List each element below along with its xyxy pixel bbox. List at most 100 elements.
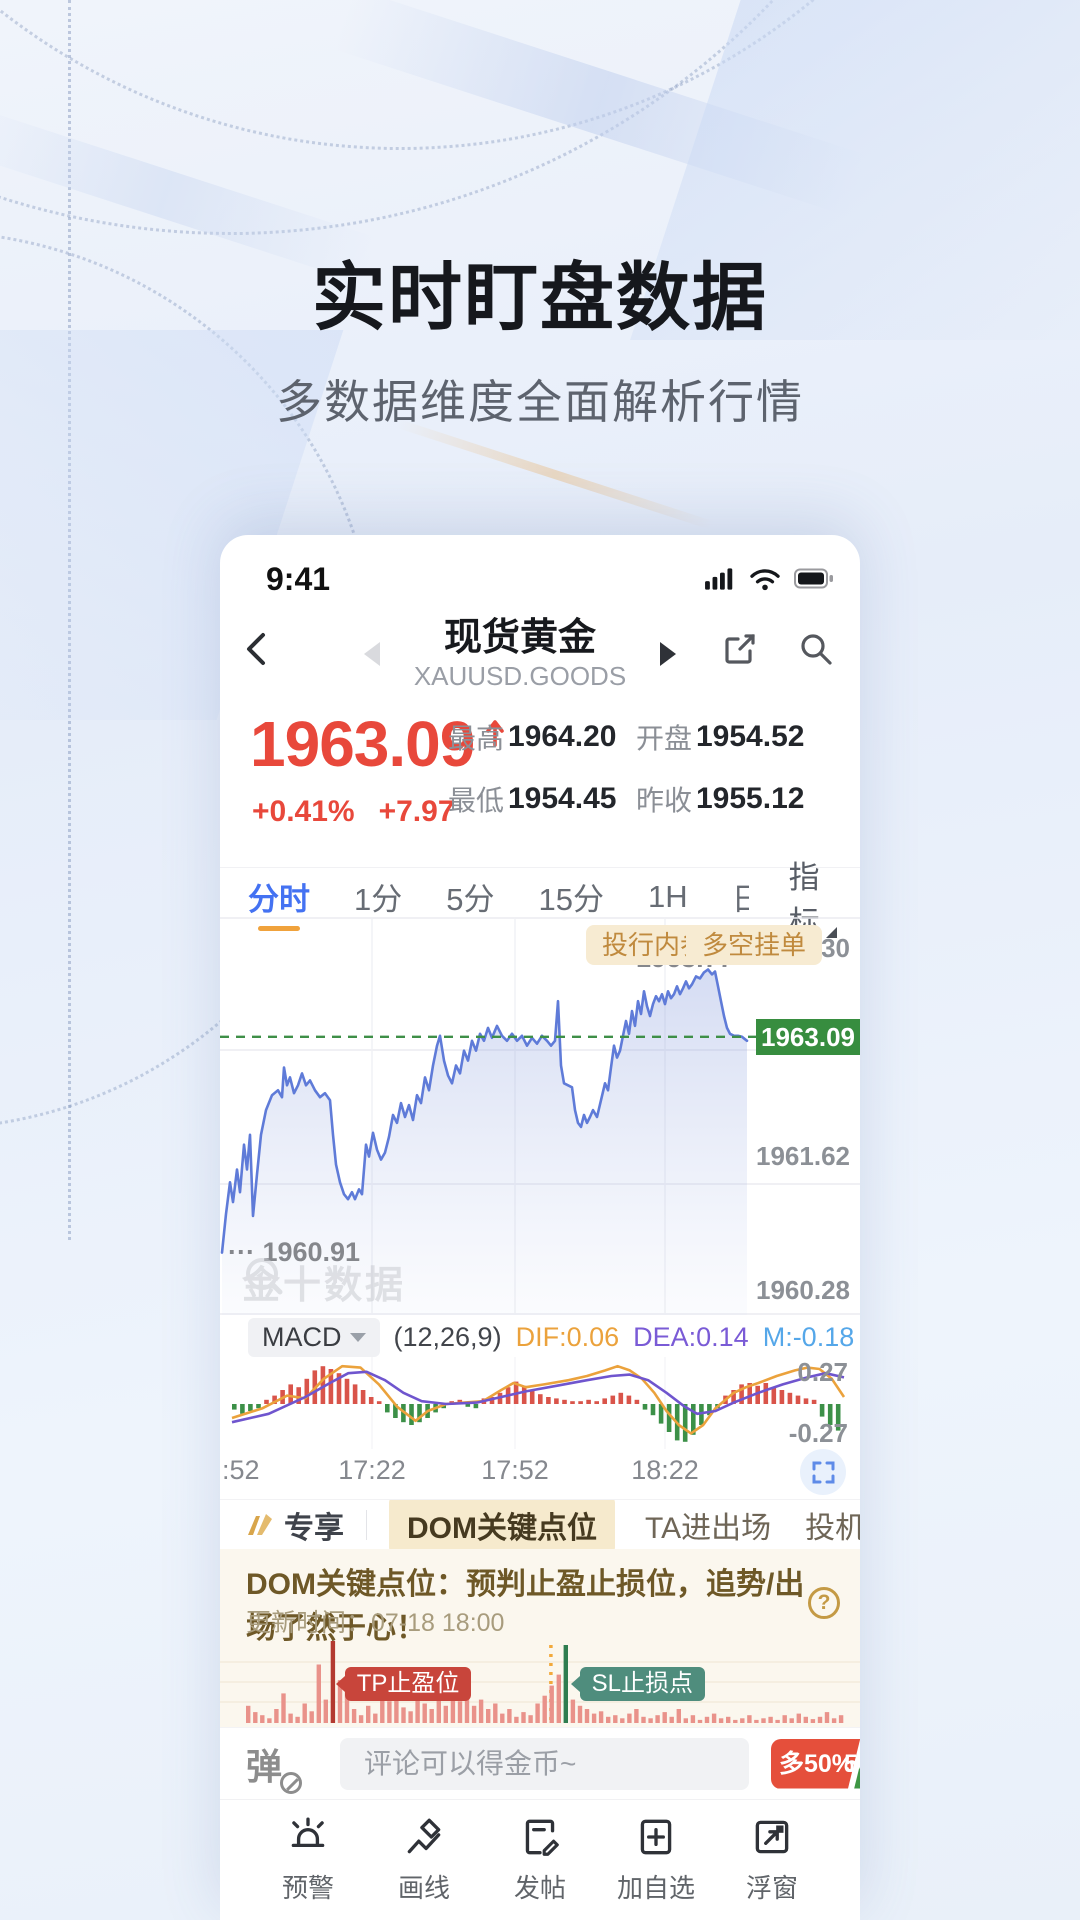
status-time: 9:41 [266, 560, 331, 597]
fullscreen-button[interactable] [800, 1449, 846, 1495]
subtab-divider [366, 1509, 367, 1540]
status-bar: 9:41 [220, 559, 860, 599]
stat-label: 最低 [448, 785, 505, 816]
help-icon[interactable]: ? [808, 1587, 840, 1619]
toolbar-float-window-label: 浮窗 [745, 1873, 798, 1903]
tp-badge: TP止盈位 [344, 1667, 472, 1701]
feature-tab-投机情绪[interactable]: 投机情绪 [805, 1511, 860, 1545]
deco-dotted-circle [0, 0, 1050, 150]
comment-bar: 弹 多50% 50%空 [220, 1727, 860, 1799]
tab-vip[interactable]: 专享 [244, 1503, 344, 1547]
stat-label: 昨收 [636, 785, 693, 816]
bottom-toolbar: 预警 画线 发帖 [220, 1799, 860, 1920]
instrument-symbol: XAUUSD.GOODS [413, 661, 627, 691]
toolbar-alert[interactable]: 预警 [260, 1814, 356, 1920]
macd-m-value: M:-0.18 [762, 1321, 855, 1352]
deco-dotted-line [68, 0, 71, 1240]
comment-input[interactable] [340, 1737, 749, 1790]
time-label: 17:52 [481, 1455, 549, 1485]
fullscreen-icon [812, 1461, 834, 1483]
stat-value: 1954.52 [696, 720, 805, 753]
current-price-badge: 1963.09 [756, 1018, 860, 1055]
period-tab-label: 5分 [446, 882, 495, 917]
share-icon[interactable] [720, 629, 760, 669]
toolbar-post-label: 发帖 [513, 1873, 566, 1903]
period-tab-label: 日 [731, 882, 749, 917]
danmu-toggle-icon[interactable]: 弹 [246, 1738, 302, 1794]
time-label: :52 [222, 1455, 260, 1485]
jin10-logo-icon [246, 1258, 283, 1295]
stat-value: 1954.45 [508, 782, 617, 815]
chart-badge-多空挂单[interactable]: 多空挂单 [686, 925, 823, 965]
watermark: 金十数据 [242, 1254, 406, 1309]
toolbar-post[interactable]: 发帖 [492, 1814, 588, 1920]
macd-header: MACD (12,26,9) DIF:0.06 DEA:0.14 M:-0.18 [220, 1317, 860, 1357]
hero-title: 实时盯盘数据 [312, 255, 768, 341]
sentiment-vote[interactable]: 多50% 50%空 [771, 1738, 860, 1789]
sl-badge: SL止损点 [579, 1667, 705, 1701]
instrument-name: 现货黄金 [443, 617, 596, 659]
toolbar-draw-label: 画线 [397, 1873, 450, 1903]
instrument-title-block[interactable]: 现货黄金 XAUUSD.GOODS [414, 617, 626, 691]
dom-bar-chart[interactable]: TP止盈位 SL止损点 [220, 1639, 860, 1727]
change-absolute: +7.97 [378, 795, 455, 828]
price-chart[interactable]: 1963.77 ··· ··· 1960.91 1963.09 金十数据 196… [220, 917, 860, 1315]
hero-subtitle: 多数据维度全面解析行情 [276, 376, 804, 428]
period-tab-1H[interactable]: 1H [648, 879, 688, 915]
float-window-icon [755, 1820, 789, 1854]
macd-selector[interactable]: MACD [248, 1317, 380, 1357]
next-instrument-icon[interactable] [660, 642, 677, 666]
feature-tab-TA进出场[interactable]: TA进出场 [645, 1511, 772, 1545]
vip-label: 专享 [284, 1511, 344, 1545]
toolbar-add-watchlist[interactable]: 加自选 [608, 1814, 704, 1920]
time-label: 17:22 [338, 1455, 406, 1485]
toolbar-float-window[interactable]: 浮窗 [724, 1814, 820, 1920]
time-label: 18:22 [631, 1455, 699, 1485]
search-icon[interactable] [796, 629, 836, 669]
period-tab-1分[interactable]: 1分 [354, 874, 402, 919]
stat-label: 最高 [448, 723, 505, 754]
macd-dropdown-icon [349, 1332, 366, 1342]
period-tab-分时[interactable]: 分时 [248, 874, 310, 919]
price-change: +0.41% +7.97 [252, 795, 455, 829]
add-watchlist-icon [640, 1819, 672, 1855]
feature-tabs: 专享 DOM关键点位TA进出场投机情绪PR突破点 [220, 1499, 860, 1549]
long-label: 多50% [779, 1749, 855, 1778]
period-tab-15分[interactable]: 15分 [539, 874, 604, 919]
time-axis: :52 17:22 17:52 18:22 [220, 1449, 860, 1497]
price-chart-canvas [220, 917, 860, 1315]
toolbar-alert-label: 预警 [281, 1873, 334, 1903]
battery-icon [794, 568, 833, 589]
toolbar-add-watchlist-label: 加自选 [616, 1873, 695, 1903]
period-tab-label: 15分 [538, 882, 604, 917]
prev-instrument-icon[interactable] [363, 642, 380, 666]
danmu-char: 弹 [246, 1745, 283, 1787]
macd-max-label: 0.27 [797, 1357, 848, 1387]
period-tabs: 分时 1分 5分 15分 1H 日 指标 [220, 860, 860, 940]
instrument-switcher: 现货黄金 XAUUSD.GOODS [340, 617, 700, 691]
period-tab-5分[interactable]: 5分 [446, 874, 494, 919]
stat-value: 1955.12 [696, 782, 805, 815]
macd-dif-value: DIF:0.06 [515, 1321, 620, 1352]
short-label: 50%空 [843, 1749, 860, 1778]
up-arrow-icon [486, 720, 505, 747]
feature-tab-DOM关键点位[interactable]: DOM关键点位 [389, 1500, 615, 1549]
last-price: 1963.09 [250, 708, 475, 780]
long-button[interactable] [771, 1738, 860, 1789]
period-tab-日[interactable]: 日 [732, 874, 749, 919]
period-tab-label: 分时 [248, 882, 310, 917]
deco-dotted-circle [0, 0, 980, 235]
deco-streak [396, 419, 714, 530]
danmu-off-icon [280, 1771, 302, 1794]
start-price-label: ··· 1960.91 [228, 1236, 361, 1267]
macd-label: MACD [262, 1321, 342, 1352]
macd-chart[interactable]: 0.27 -0.27 [220, 1357, 860, 1449]
wifi-icon [750, 569, 780, 591]
vip-icon [248, 1513, 272, 1535]
toolbar-draw[interactable]: 画线 [376, 1814, 472, 1920]
y-axis-label: 1960.28 [756, 1275, 850, 1305]
dom-section: DOM关键点位：预判止盈止损位，追势/出场了然于心！ ? 更新时间：07-18 … [220, 1549, 860, 1727]
back-icon[interactable] [236, 627, 280, 671]
change-percent: +0.41% [252, 795, 355, 828]
